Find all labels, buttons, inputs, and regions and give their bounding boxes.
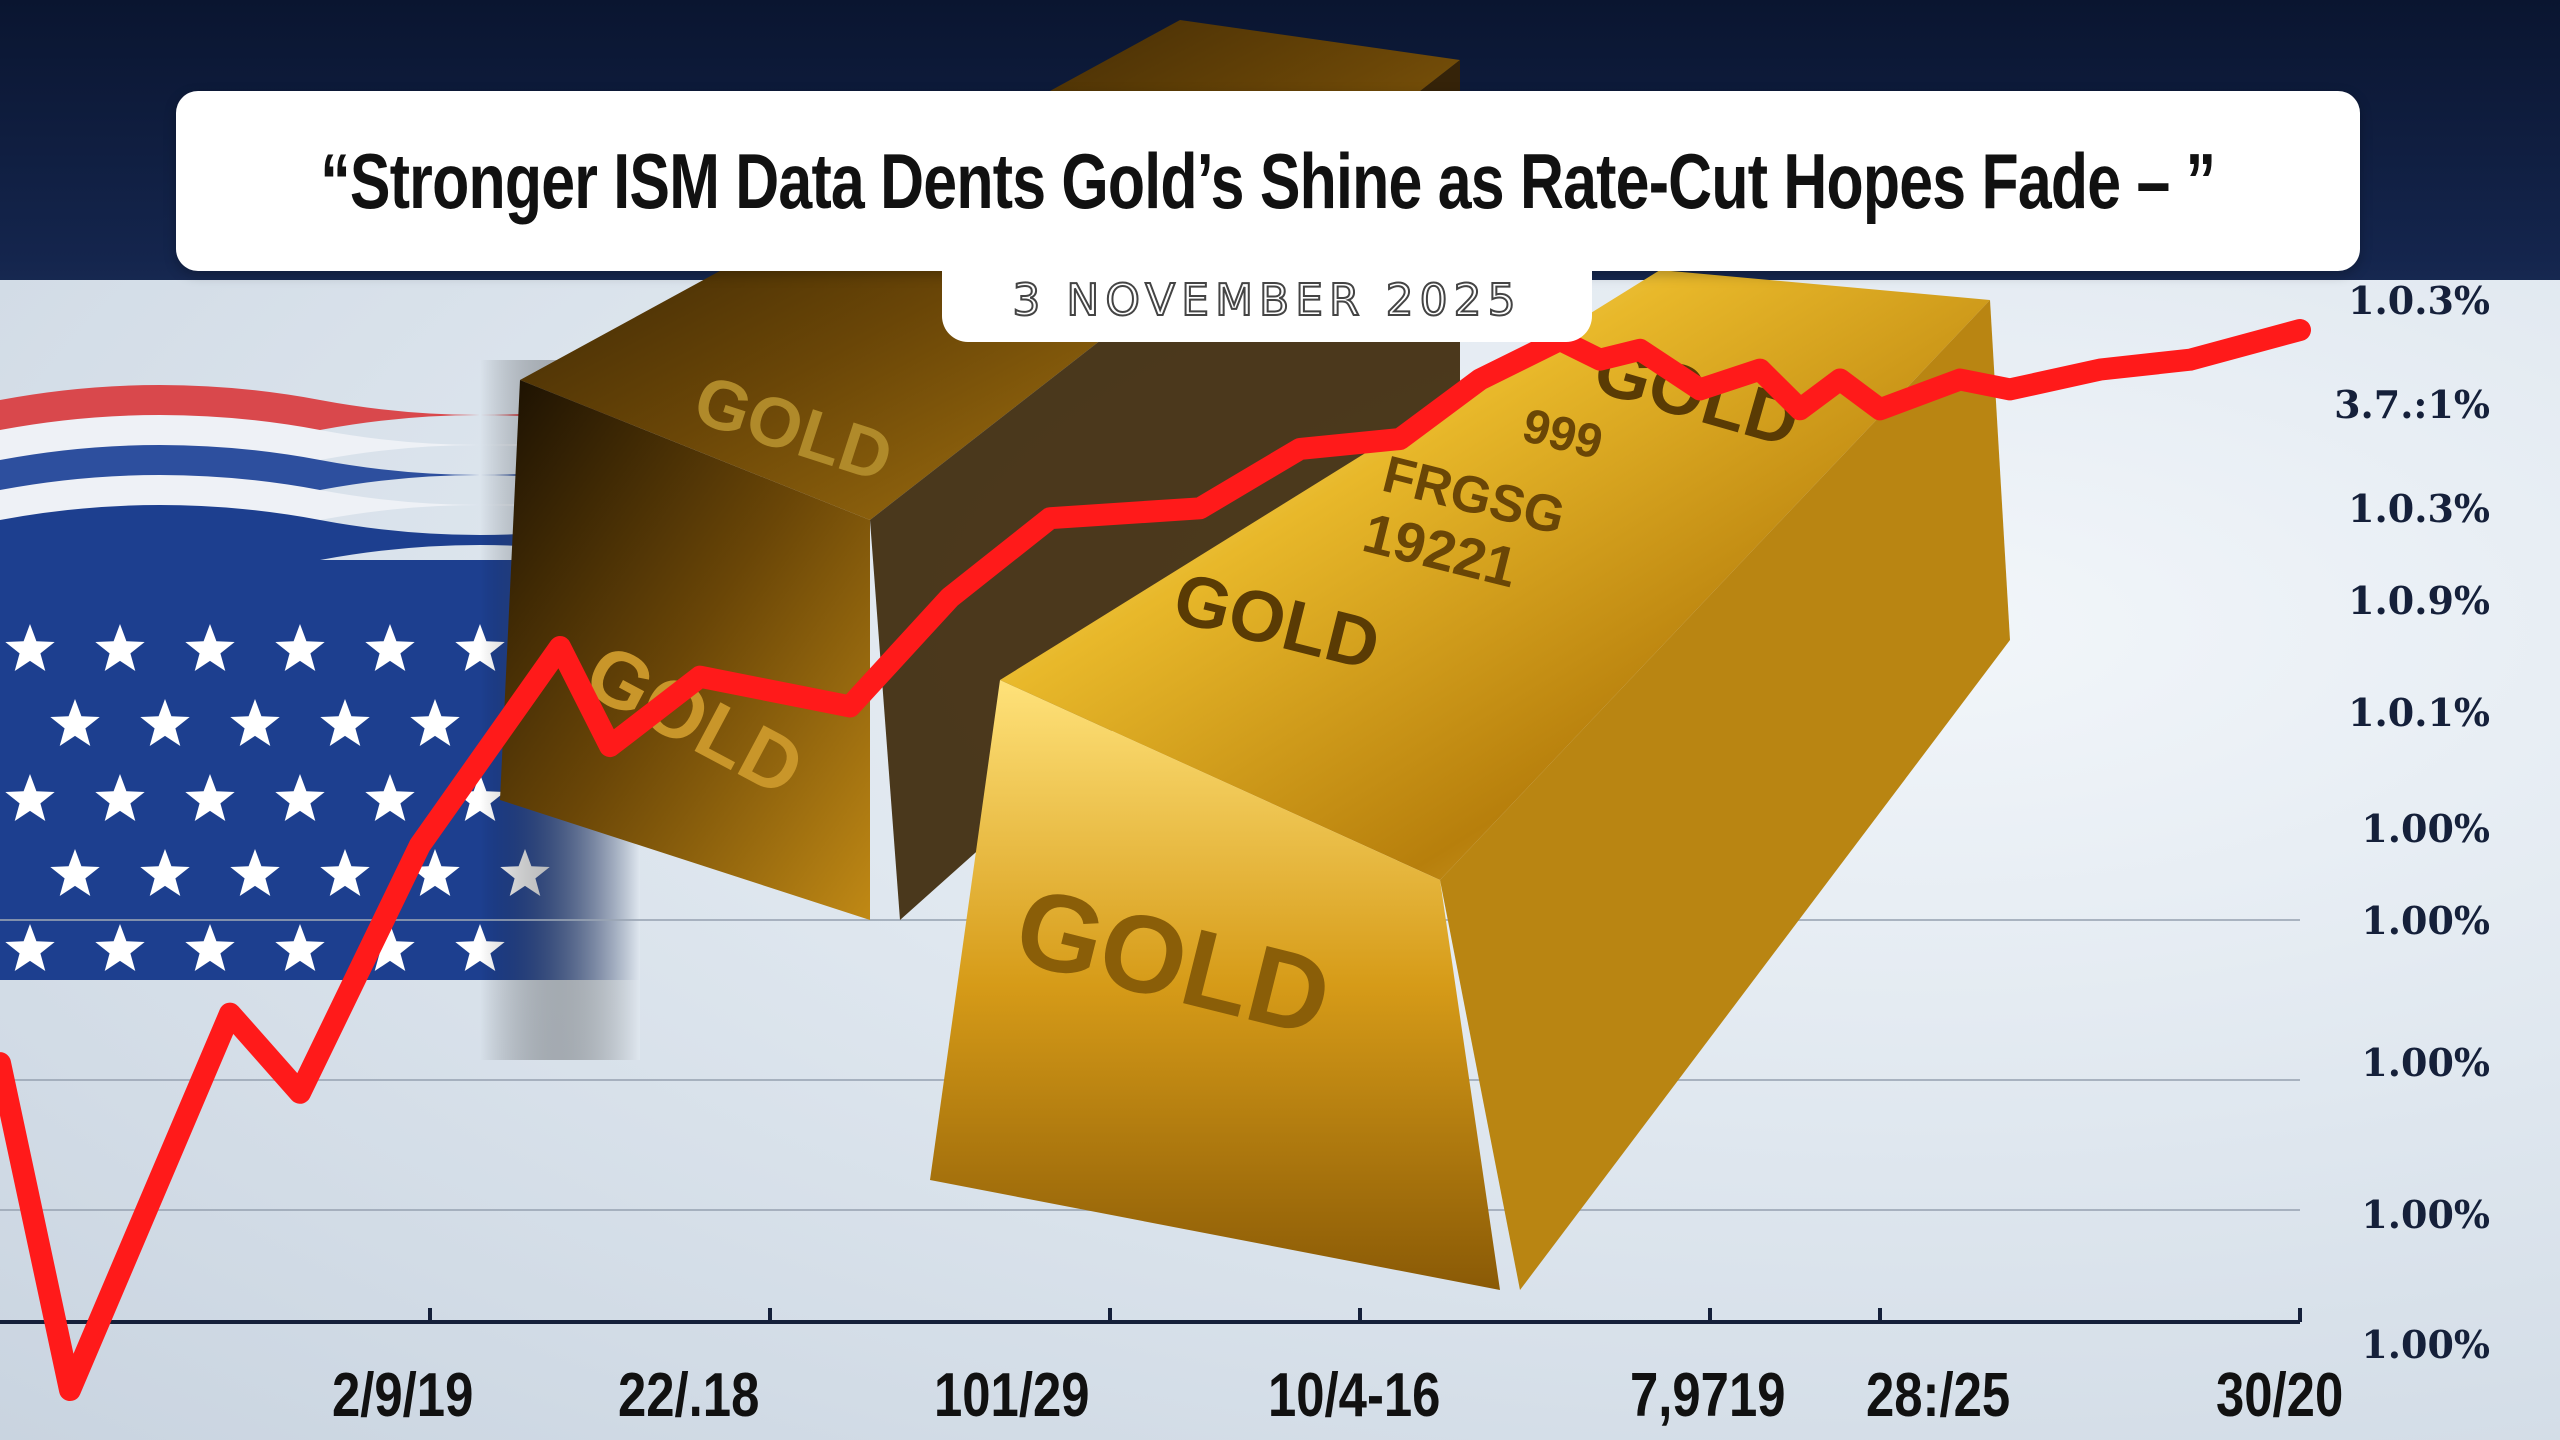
y-axis-label: 1.00% <box>2361 1192 2490 1237</box>
headline-banner: “Stronger ISM Data Dents Gold’s Shine as… <box>176 91 2360 271</box>
y-axis-label: 1.0.1% <box>2348 690 2490 735</box>
headline-text: “Stronger ISM Data Dents Gold’s Shine as… <box>320 136 2216 225</box>
x-axis-label: 101/29 <box>934 1361 1090 1430</box>
x-axis-label: 7,9719 <box>1630 1361 1786 1430</box>
y-axis-label: 1.00% <box>2361 806 2490 851</box>
x-axis-label: 30/20 <box>2216 1361 2344 1430</box>
x-axis-label: 2/9/19 <box>332 1361 474 1430</box>
y-axis-label: 3.7.:1% <box>2334 382 2490 427</box>
y-axis-label: 1.0.9% <box>2348 578 2490 623</box>
date-text: 3 NOVEMBER 2025 <box>1011 274 1522 327</box>
x-axis-label: 22/.18 <box>618 1361 760 1430</box>
y-axis-label: 1.00% <box>2361 1040 2490 1085</box>
y-axis-label: 1.00% <box>2361 898 2490 943</box>
x-axis-ticks <box>428 1308 2302 1322</box>
y-axis-label: 1.0.3% <box>2348 486 2490 531</box>
date-pill: 3 NOVEMBER 2025 <box>942 258 1592 342</box>
gold-bar-front: GOLD GOLD 999 FRGSG 19221 GOLD <box>930 270 2010 1290</box>
y-axis-label: 1.00% <box>2361 1322 2490 1367</box>
x-axis-label: 10/4-16 <box>1268 1361 1441 1430</box>
x-axis-label: 28:/25 <box>1866 1361 2011 1430</box>
trend-line <box>0 319 2311 1401</box>
y-axis-label: 1.0.3% <box>2348 278 2490 323</box>
